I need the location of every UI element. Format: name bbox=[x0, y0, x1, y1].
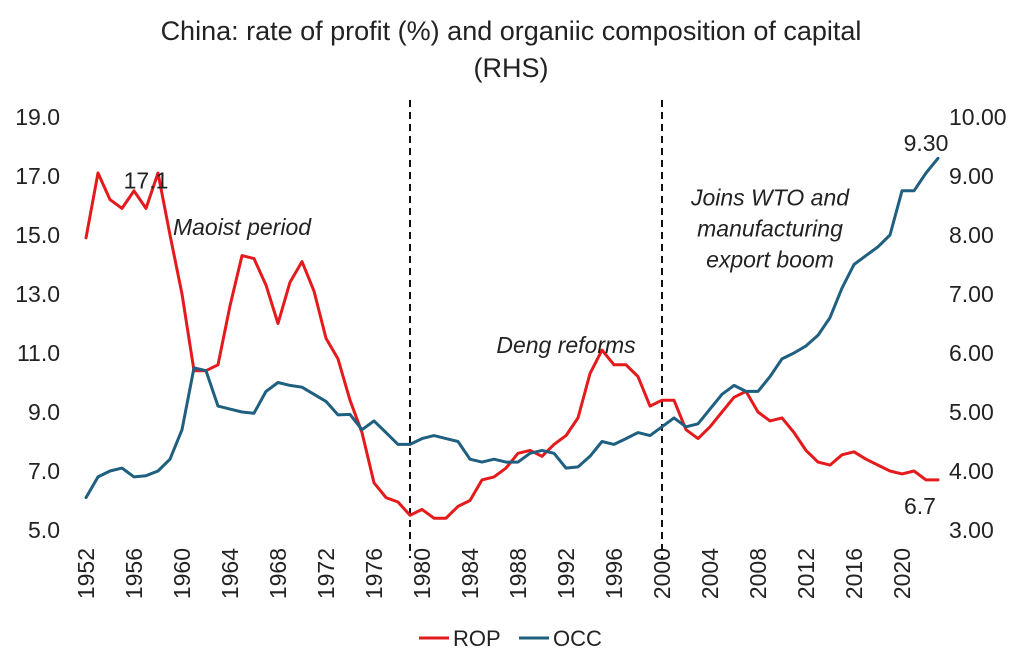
data-label: 6.7 bbox=[904, 493, 936, 519]
x-tick-label: 1968 bbox=[265, 548, 291, 599]
chart-title: China: rate of profit (%) and organiic c… bbox=[161, 16, 862, 83]
legend: ROP OCC bbox=[419, 626, 602, 651]
chart-title-line: China: rate of profit (%) and organiic c… bbox=[161, 16, 862, 46]
legend-label: OCC bbox=[553, 626, 602, 651]
x-tick-label: 1984 bbox=[457, 548, 483, 599]
data-label: 9.30 bbox=[904, 130, 949, 156]
x-tick-label: 2016 bbox=[841, 548, 867, 599]
x-tick-label: 1972 bbox=[313, 548, 339, 599]
y-right-tick-label: 7.00 bbox=[949, 281, 994, 307]
y-right-tick-label: 3.00 bbox=[949, 517, 994, 543]
axes: 5.0 7.0 9.0 11.0 13.0 15.0 17.0 19.0 3.00 4.00 5.0… bbox=[15, 100, 1007, 599]
x-tick-label: 1988 bbox=[505, 548, 531, 599]
series-lines bbox=[84, 156, 940, 520]
legend-label: ROP bbox=[453, 626, 501, 651]
x-tick-label: 1960 bbox=[169, 548, 195, 599]
y-right-tick-label: 9.00 bbox=[949, 163, 994, 189]
x-tick-label: 2012 bbox=[793, 548, 819, 599]
period-annotation: export boom bbox=[706, 247, 834, 273]
y-left-tick-label: 7.0 bbox=[28, 458, 60, 484]
y-left-tick-label: 17.0 bbox=[15, 163, 60, 189]
y-left-tick-label: 9.0 bbox=[28, 399, 60, 425]
period-annotation: Maoist period bbox=[173, 214, 312, 240]
y-left-tick-label: 15.0 bbox=[15, 222, 60, 248]
x-tick-label: 1956 bbox=[121, 548, 147, 599]
y-right-tick-label: 6.00 bbox=[949, 340, 994, 366]
series-line-occ bbox=[84, 156, 940, 500]
y-right-tick-label: 8.00 bbox=[949, 222, 994, 248]
data-label: 17.1 bbox=[124, 167, 169, 193]
y-right-tick-label: 10.00 bbox=[949, 104, 1007, 130]
x-tick-label: 1964 bbox=[217, 548, 243, 599]
y-left-tick-label: 5.0 bbox=[28, 517, 60, 543]
x-tick-label: 2020 bbox=[889, 548, 915, 599]
y-left-tick-label: 19.0 bbox=[15, 104, 60, 130]
x-tick-label: 1992 bbox=[553, 548, 579, 599]
x-tick-label: 2008 bbox=[745, 548, 771, 599]
y-right-tick-label: 5.00 bbox=[949, 399, 994, 425]
x-tick-label: 2004 bbox=[697, 548, 723, 599]
period-annotation: Deng reforms bbox=[496, 332, 636, 358]
x-tick-label: 2000 bbox=[649, 548, 675, 599]
period-annotation: manufacturing bbox=[697, 216, 843, 242]
y-left-tick-label: 11.0 bbox=[17, 340, 60, 366]
x-tick-label: 1976 bbox=[361, 548, 387, 599]
period-annotation: Joins WTO and bbox=[690, 185, 850, 211]
chart-title-line: (RHS) bbox=[474, 53, 549, 83]
x-tick-label: 1952 bbox=[73, 548, 99, 599]
y-left-tick-label: 13.0 bbox=[15, 281, 60, 307]
annotations: 17.1 9.30 6.7 Maoist period Deng reforms Join… bbox=[124, 130, 949, 519]
x-tick-label: 1980 bbox=[409, 548, 435, 599]
y-right-tick-label: 4.00 bbox=[949, 458, 994, 484]
x-tick-label: 1996 bbox=[601, 548, 627, 599]
